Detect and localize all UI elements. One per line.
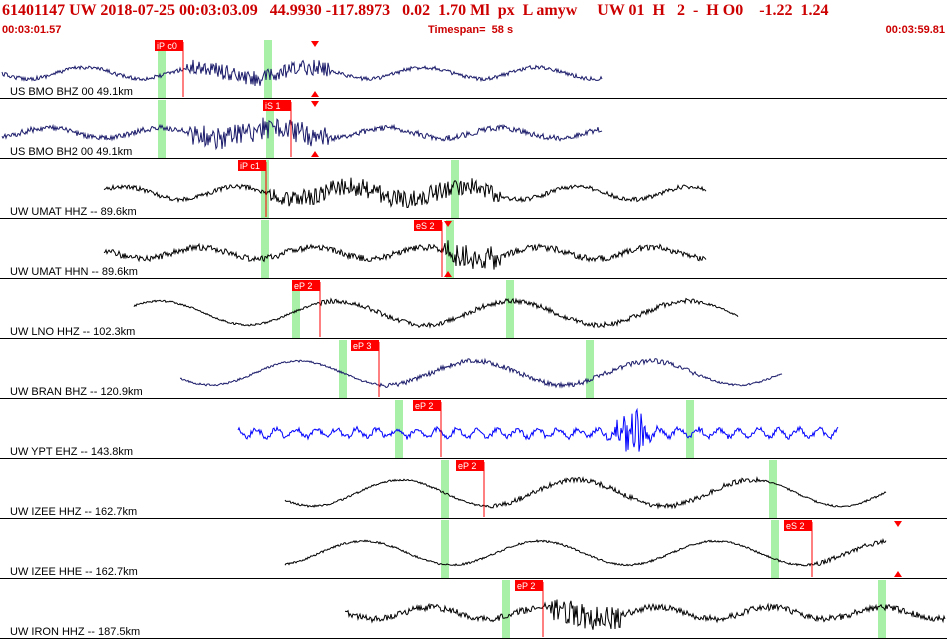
pick-label: eP 2: [415, 401, 433, 411]
arrow-down-icon: [444, 221, 452, 227]
waveform: [344, 599, 946, 630]
trace-row[interactable]: iS 1 US BMO BH2 00 49.1km: [0, 100, 947, 159]
waveform: [284, 476, 887, 510]
time-window[interactable]: [446, 220, 454, 278]
station-label: US BMO BH2 00 49.1km: [10, 146, 132, 158]
pick-label: eP 2: [458, 461, 476, 471]
arrow-up-icon: [444, 271, 452, 277]
pick-label: eP 2: [294, 281, 312, 291]
time-window[interactable]: [771, 520, 779, 578]
trace-row[interactable]: eP 3 UW BRAN BHZ -- 120.9km: [0, 340, 947, 399]
pick-flag[interactable]: [263, 100, 291, 111]
time-window[interactable]: [441, 460, 449, 518]
arrow-down-icon: [311, 41, 319, 47]
waveform: [237, 407, 839, 452]
time-window[interactable]: [261, 160, 269, 218]
pick-label: iS 1: [265, 101, 281, 111]
pick-label: iP c0: [157, 41, 177, 51]
station-label: UW UMAT HHZ -- 89.6km: [10, 206, 137, 218]
pick-flag[interactable]: [351, 340, 379, 351]
pick-flag[interactable]: [238, 160, 266, 171]
event-summary: 61401147 UW 2018-07-25 00:03:03.09 44.99…: [2, 2, 829, 19]
time-window[interactable]: [158, 40, 166, 98]
trace-row[interactable]: iP c1 UW UMAT HHZ -- 89.6km: [0, 160, 947, 219]
pick-label: eP 3: [353, 341, 371, 351]
timespan: Timespan= 58 s: [428, 24, 514, 36]
pick-label: eS 2: [786, 521, 805, 531]
trace-row[interactable]: eP 2 UW YPT EHZ -- 143.8km: [0, 400, 947, 459]
time-window[interactable]: [502, 580, 510, 638]
station-label: UW UMAT HHN -- 89.6km: [10, 266, 138, 278]
end-time: 00:03:59.81: [885, 24, 945, 36]
pick-flag[interactable]: [292, 280, 320, 291]
seismogram-panel[interactable]: iP c0 US BMO BHZ 00 49.1km iS 1 US BMO BH2 …: [0, 39, 947, 640]
time-window[interactable]: [292, 280, 300, 338]
time-window[interactable]: [586, 340, 594, 398]
header-bar: 61401147 UW 2018-07-25 00:03:03.09 44.99…: [0, 0, 947, 40]
time-window[interactable]: [441, 520, 449, 578]
waveform: [179, 357, 783, 389]
waveform: [1, 117, 603, 151]
trace-row[interactable]: eS 2 UW IZEE HHE -- 162.7km: [0, 520, 947, 579]
pick-flag[interactable]: [784, 520, 812, 531]
station-label: US BMO BHZ 00 49.1km: [10, 86, 133, 98]
time-window[interactable]: [878, 580, 886, 638]
trace-row[interactable]: iP c0 US BMO BHZ 00 49.1km: [0, 40, 947, 99]
trace-row[interactable]: eP 2 UW IZEE HHZ -- 162.7km: [0, 460, 947, 519]
station-label: UW YPT EHZ -- 143.8km: [10, 446, 133, 458]
pick-flag[interactable]: [155, 40, 183, 51]
trace-row[interactable]: eS 2 UW UMAT HHN -- 89.6km: [0, 220, 947, 279]
station-label: UW IRON HHZ -- 187.5km: [10, 626, 140, 638]
pick-label: iP c1: [240, 161, 260, 171]
time-window[interactable]: [266, 100, 274, 158]
arrow-down-icon: [894, 521, 902, 527]
time-window[interactable]: [769, 460, 777, 518]
waveform: [133, 297, 739, 329]
waveform: [284, 537, 887, 567]
waveform: [103, 177, 707, 208]
time-window[interactable]: [506, 280, 514, 338]
pick-flag[interactable]: [413, 400, 441, 411]
time-window[interactable]: [686, 400, 694, 458]
arrow-up-icon: [894, 571, 902, 577]
pick-flag[interactable]: [515, 580, 543, 591]
trace-row[interactable]: eP 2 UW LNO HHZ -- 102.3km: [0, 280, 947, 339]
station-label: UW BRAN BHZ -- 120.9km: [10, 386, 143, 398]
arrow-up-icon: [311, 91, 319, 97]
waveform: [103, 240, 707, 270]
time-window[interactable]: [339, 340, 347, 398]
station-label: UW LNO HHZ -- 102.3km: [10, 326, 135, 338]
time-window[interactable]: [158, 100, 166, 158]
pick-label: eS 2: [416, 221, 435, 231]
station-label: UW IZEE HHE -- 162.7km: [10, 566, 138, 578]
station-label: UW IZEE HHZ -- 162.7km: [10, 506, 137, 518]
waveform: [1, 59, 603, 87]
pick-flag[interactable]: [414, 220, 442, 231]
time-window[interactable]: [451, 160, 459, 218]
trace-row[interactable]: eP 2 UW IRON HHZ -- 187.5km: [0, 580, 947, 639]
start-time: 00:03:01.57: [2, 24, 62, 36]
arrow-down-icon: [311, 101, 319, 107]
pick-label: eP 2: [517, 581, 535, 591]
pick-flag[interactable]: [456, 460, 484, 471]
arrow-up-icon: [311, 151, 319, 157]
time-window[interactable]: [261, 220, 269, 278]
